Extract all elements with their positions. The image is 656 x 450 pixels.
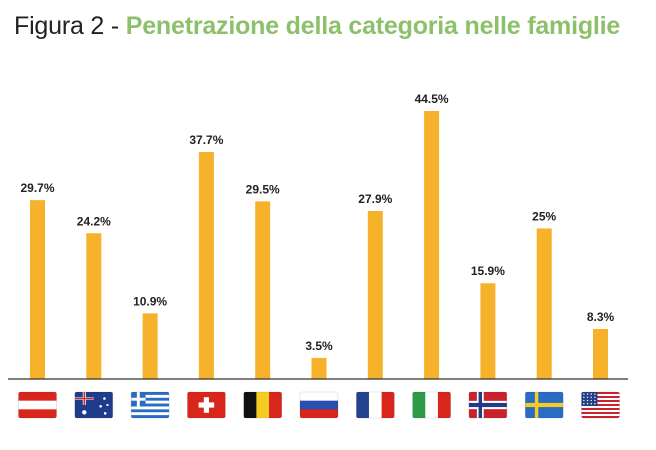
value-label-switzerland: 37.7% (189, 133, 223, 147)
switzerland-flag-icon (187, 391, 226, 419)
greece-flag-icon (130, 391, 170, 419)
figure-title-text: Penetrazione della categoria nelle famig… (125, 12, 621, 40)
bars-group (30, 111, 608, 379)
value-labels-group: 29.7% 24.2% 10.9% 37.7% 29.5% 3.5% 27.9% 44.5% 1… (20, 92, 614, 353)
bar-greece (142, 313, 158, 379)
bar-switzerland (198, 151, 214, 379)
bar-austria (30, 200, 45, 379)
usa-flag-icon (581, 391, 620, 419)
value-label-australia: 24.2% (77, 214, 111, 228)
sweden-flag-icon (524, 391, 564, 419)
austria-flag-icon (18, 391, 57, 419)
value-label-russia: 3.5% (305, 339, 333, 353)
russia-flag-icon (299, 391, 339, 419)
value-label-belgium: 29.5% (246, 182, 280, 196)
bar-norway (480, 283, 496, 379)
italy-flag-icon (412, 391, 451, 419)
bar-russia (311, 357, 327, 379)
figure-number: Figura 2 - (14, 12, 126, 40)
value-label-greece: 10.9% (133, 294, 167, 308)
value-label-usa: 8.3% (587, 310, 615, 324)
bar-france (367, 210, 383, 379)
value-label-norway: 15.9% (471, 264, 505, 278)
norway-flag-icon (468, 391, 508, 419)
bar-australia (86, 233, 102, 379)
belgium-flag-icon (243, 391, 282, 419)
value-label-austria: 29.7% (20, 181, 54, 195)
value-label-sweden: 25% (532, 209, 556, 223)
bar-sweden (536, 228, 552, 379)
bar-italy (424, 111, 440, 379)
australia-flag-icon (74, 391, 114, 419)
bar-usa (593, 329, 608, 379)
value-label-france: 27.9% (358, 192, 392, 206)
flags-group (18, 391, 620, 419)
france-flag-icon (355, 391, 395, 419)
figure-title: Figura 2 - Penetrazione della categoria … (14, 12, 620, 41)
value-label-italy: 44.5% (415, 92, 449, 106)
bar-belgium (255, 201, 271, 379)
